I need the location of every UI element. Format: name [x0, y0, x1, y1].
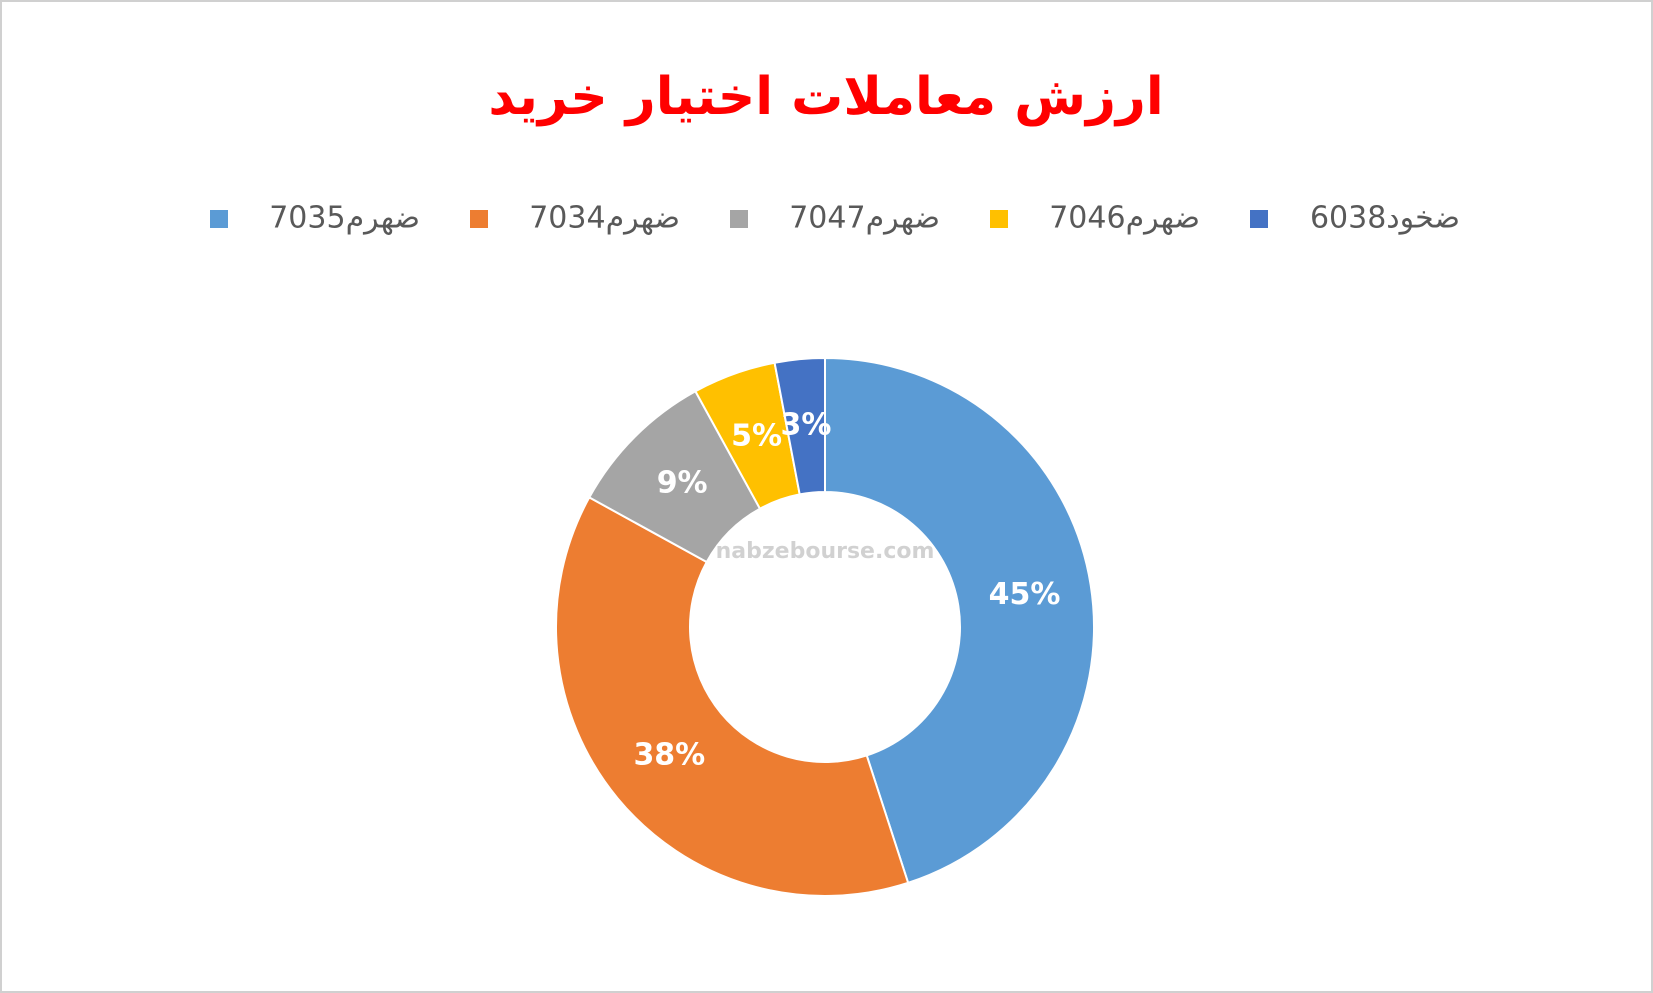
legend-swatch — [990, 210, 1008, 228]
legend-label: ضخود6038 — [1310, 201, 1460, 236]
legend-swatch — [470, 210, 488, 228]
legend-label: ضهرم7047 — [789, 201, 940, 236]
chart-title: ارزش معاملات اختیار خرید — [488, 67, 1163, 127]
legend-label: ضهرم7034 — [529, 201, 680, 236]
legend: ضهرم7035 ضهرم7034 ضهرم7047 ضهرم7046 ضخود6038 — [210, 201, 1460, 236]
donut-slice — [555, 496, 910, 897]
watermark: nabzebourse.com — [716, 539, 935, 564]
data-label: 3% — [781, 407, 832, 442]
data-label: 5% — [731, 418, 782, 453]
donut-slice — [773, 356, 826, 496]
donut-slice — [824, 356, 1095, 885]
legend-swatch — [210, 210, 228, 228]
data-label: 38% — [633, 737, 705, 772]
legend-swatch — [1250, 210, 1268, 228]
legend-label: ضهرم7035 — [269, 201, 420, 236]
data-label: 9% — [657, 466, 708, 501]
donut: 45% 38% 9% 5%3% — [555, 356, 1095, 897]
data-label: 45% — [989, 577, 1061, 612]
legend-swatch — [730, 210, 748, 228]
legend-label: ضهرم7046 — [1049, 201, 1200, 236]
